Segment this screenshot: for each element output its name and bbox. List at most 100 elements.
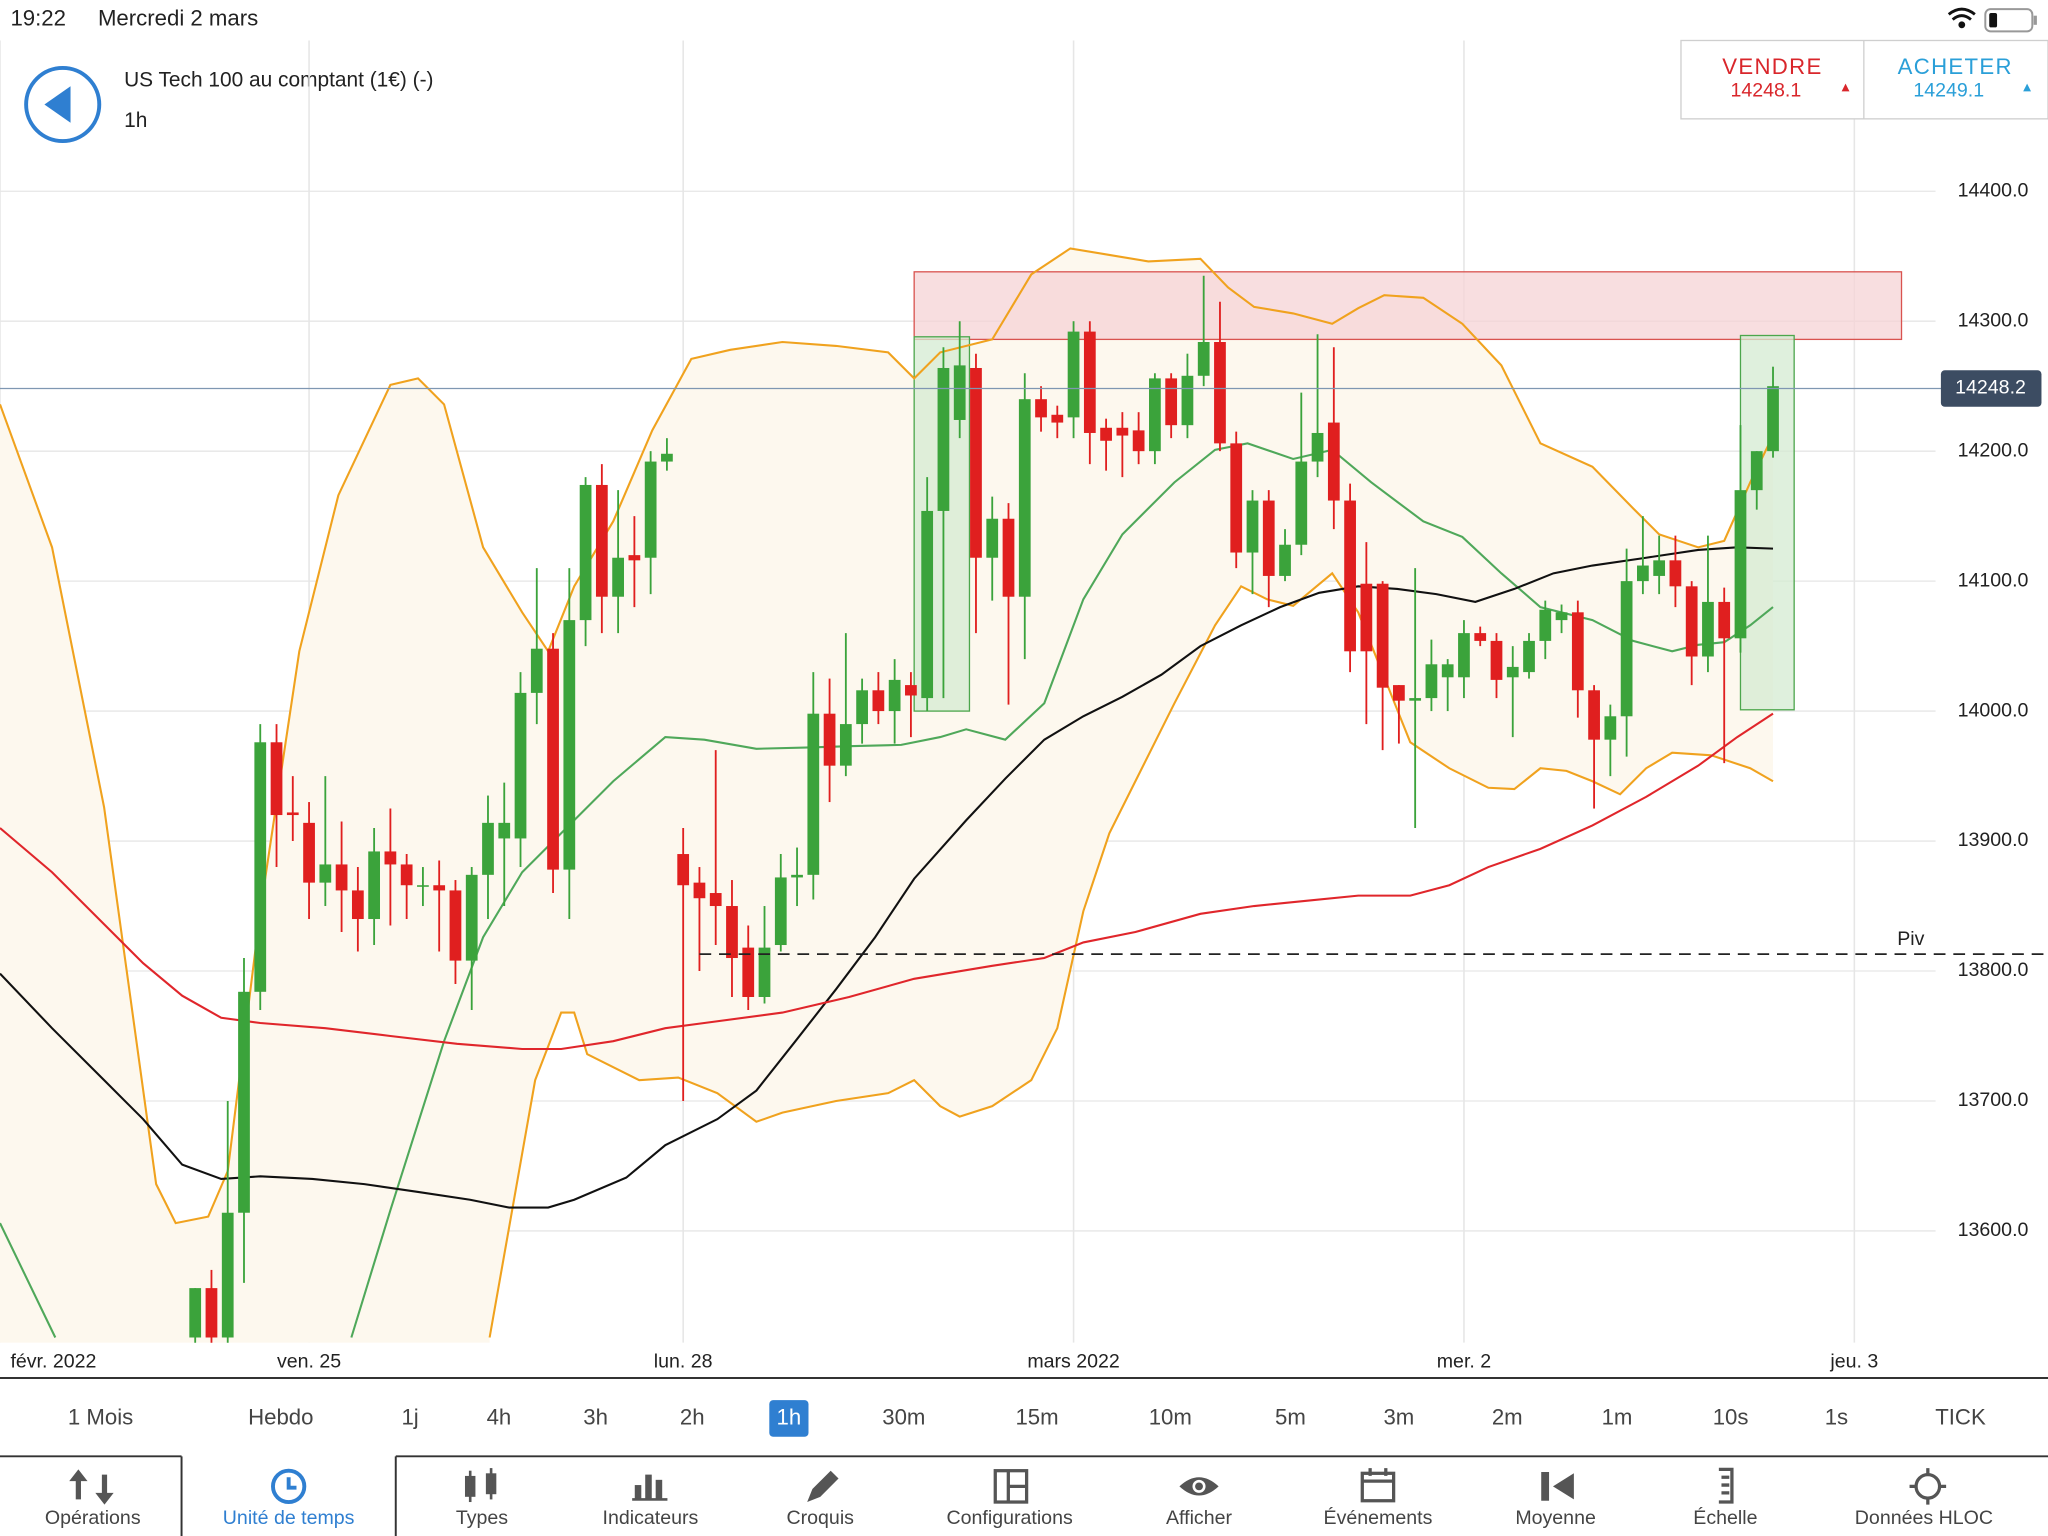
toolbar-label: Types [456,1507,508,1529]
timeframe-button[interactable]: 2m [1492,1404,1523,1429]
timeframe-button[interactable]: Hebdo [248,1404,313,1429]
indicator-line [0,247,1774,1225]
candle-body [1279,544,1291,576]
x-tick-label: févr. 2022 [10,1350,96,1372]
icon-indicators [632,1474,668,1501]
toolbar-label: Unité de temps [223,1507,355,1529]
indicator-line [0,442,1774,1338]
candle-body [1165,378,1178,426]
x-tick-label: mars 2022 [1027,1350,1120,1372]
timeframe-label: 4h [487,1404,512,1429]
timeframe-button[interactable]: 15m [1015,1404,1058,1429]
candle-body [1604,716,1617,740]
plot-area [0,40,1936,1343]
candle-body [661,453,673,462]
candle-body [368,851,380,920]
toolbar-label: Configurations [947,1507,1073,1529]
battery-icon [1984,8,2037,33]
candle-body [823,713,836,766]
candle-body [1181,375,1194,426]
candle-body [1734,490,1747,639]
timeframe-label: 5m [1275,1404,1306,1429]
candle-body [1490,640,1503,680]
candle-body [1051,414,1064,423]
toolbar-button[interactable]: Moyenne [1515,1507,1596,1529]
toolbar-button[interactable]: Types [456,1507,508,1529]
toolbar-button[interactable]: Événements [1324,1506,1433,1529]
candle-body [433,885,446,891]
buy-button[interactable]: ACHETER 14249.1 [1898,54,2032,102]
toolbar-button[interactable]: Opérations [45,1507,141,1529]
timeframe-button[interactable]: 3h [583,1404,608,1429]
candle-body [1685,586,1698,657]
instrument-name: US Tech 100 au comptant (1€) (-) [124,68,433,91]
candle-body [1523,640,1535,673]
timeframe-button[interactable]: 30m [882,1404,925,1429]
candle-body [1295,461,1308,545]
icon-layout [993,1469,1029,1504]
timeframe-button[interactable]: 10s [1713,1404,1749,1429]
timeframe-label: 1m [1602,1404,1633,1429]
status-date: Mercredi 2 mars [98,5,258,30]
candle-body [530,648,543,693]
candle-body [1214,341,1226,444]
toolbar-frame [0,1455,2048,1536]
timeframe-button[interactable]: 3m [1383,1404,1414,1429]
candle-body [498,822,511,839]
buy-arrow [2023,83,2032,92]
sell-button[interactable]: VENDRE 14248.1 [1722,54,1850,102]
last-price-box [1940,370,2042,407]
candle-body [238,991,250,1213]
y-tick-label: 13600.0 [1958,1219,2029,1241]
x-tick-label: ven. 25 [277,1350,341,1372]
candle-body [1653,560,1666,576]
candle-body [384,851,397,865]
candle-body [807,713,820,875]
candle-body [1149,378,1161,452]
icon-scale [1718,1467,1734,1504]
indicator-line [488,571,1774,1338]
timeframe-button[interactable]: TICK [1935,1404,1986,1429]
candle-body [726,906,738,959]
candle-body [1702,601,1714,657]
timeframe-button[interactable]: 2h [680,1404,705,1429]
icon-operations [69,1469,114,1505]
timeframe-button[interactable]: 4h [487,1404,512,1429]
x-tick-label: lun. 28 [654,1350,713,1372]
toolbar-button[interactable]: Configurations [947,1507,1073,1529]
candle-body [1035,399,1047,418]
y-tick-label: 14000.0 [1958,699,2029,721]
toolbar-label: Données HLOC [1855,1507,1993,1529]
y-tick-label: 14200.0 [1958,439,2029,461]
toolbar-button[interactable]: Croquis [787,1507,855,1529]
candle-body [1425,664,1438,699]
candle-body [856,690,868,725]
candle-body [1246,500,1259,553]
timeframe-button[interactable]: 10m [1149,1404,1192,1429]
toolbar-label: Événements [1324,1506,1433,1529]
toolbar-button[interactable]: Données HLOC [1855,1507,1993,1529]
toolbar-button[interactable]: Afficher [1166,1507,1232,1529]
candle-body [1441,664,1454,678]
toolbar-label: Afficher [1166,1507,1232,1529]
band-fill [0,248,1774,1343]
candle-body [888,679,901,712]
toolbar-button[interactable]: Indicateurs [603,1507,699,1529]
timeframe-button[interactable]: 5m [1275,1404,1306,1429]
timeframe-label: TICK [1935,1404,1986,1429]
candle-body [1083,331,1096,433]
timeframe-button[interactable]: 1s [1825,1404,1848,1429]
timeframe-label: 1h [124,109,147,132]
timeframe-button[interactable]: 1 Mois [68,1404,133,1429]
toolbar-button[interactable]: Unité de temps [223,1507,355,1529]
timeframe-button[interactable]: 1m [1602,1404,1633,1429]
timeframe-button[interactable]: 1h [769,1400,809,1437]
back-button[interactable] [24,65,102,144]
candle-body [742,947,755,997]
timeframe-button[interactable]: 1j [401,1404,418,1429]
sell-label: VENDRE [1722,54,1822,79]
toolbar-button[interactable]: Échelle [1693,1506,1757,1529]
candle-body [579,484,592,621]
candle-body [1360,583,1373,652]
timeframe-label: 2h [680,1404,705,1429]
